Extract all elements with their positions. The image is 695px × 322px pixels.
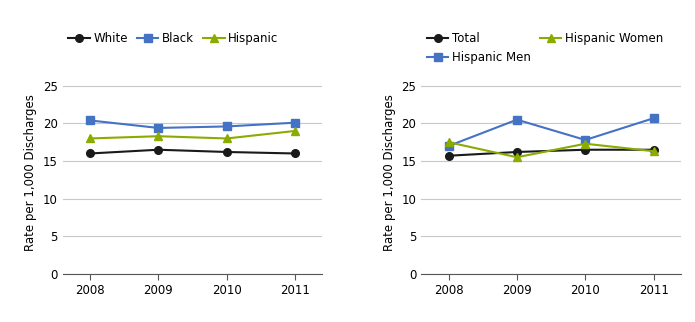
Legend: White, Black, Hispanic: White, Black, Hispanic xyxy=(68,32,279,45)
Legend: Total, Hispanic Men, Hispanic Women: Total, Hispanic Men, Hispanic Women xyxy=(427,32,663,64)
Y-axis label: Rate per 1,000 Discharges: Rate per 1,000 Discharges xyxy=(383,94,396,251)
Y-axis label: Rate per 1,000 Discharges: Rate per 1,000 Discharges xyxy=(24,94,38,251)
